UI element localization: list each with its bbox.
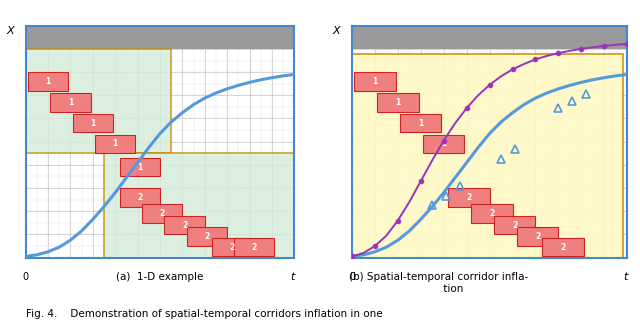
Bar	[471, 204, 513, 223]
Bar	[352, 53, 623, 258]
Bar	[494, 216, 536, 234]
Bar	[423, 135, 465, 153]
Text: 1: 1	[137, 163, 143, 172]
Text: 2: 2	[182, 221, 188, 230]
Bar	[187, 227, 227, 246]
Bar	[95, 135, 136, 153]
Bar	[542, 238, 584, 256]
Text: t: t	[623, 271, 627, 281]
Bar	[211, 238, 252, 256]
Text: 1: 1	[90, 118, 95, 128]
Bar	[26, 26, 294, 49]
Text: 2: 2	[204, 232, 210, 241]
Bar	[377, 93, 419, 111]
Text: 2: 2	[535, 232, 540, 241]
Bar	[72, 114, 113, 132]
Bar	[400, 114, 442, 132]
Text: 1: 1	[372, 77, 378, 86]
Text: 2: 2	[489, 209, 495, 218]
Text: 2: 2	[467, 193, 472, 202]
Bar	[120, 188, 160, 207]
Text: X: X	[333, 26, 340, 36]
Bar	[142, 204, 182, 223]
Bar	[104, 153, 294, 258]
Text: 1: 1	[441, 139, 446, 148]
Bar	[355, 72, 396, 91]
Bar	[120, 158, 160, 176]
Text: (b) Spatial-temporal corridor infla-
         tion: (b) Spatial-temporal corridor infla- tio…	[349, 272, 528, 294]
Text: 1: 1	[396, 98, 401, 107]
Bar	[50, 93, 91, 111]
Text: Fig. 4.    Demonstration of spatial-temporal corridors inflation in one: Fig. 4. Demonstration of spatial-tempora…	[26, 309, 382, 319]
Bar	[234, 238, 274, 256]
Text: X: X	[7, 26, 15, 36]
Text: 2: 2	[159, 209, 165, 218]
Text: 1: 1	[418, 118, 424, 128]
Bar	[517, 227, 558, 246]
Bar	[26, 49, 171, 153]
Text: 1: 1	[68, 98, 73, 107]
Text: 2: 2	[561, 243, 566, 252]
Text: 0: 0	[349, 271, 355, 281]
Bar	[28, 72, 68, 91]
Bar	[164, 216, 205, 234]
Bar	[449, 188, 490, 207]
Text: t: t	[290, 271, 294, 281]
Text: 1: 1	[113, 139, 118, 148]
Text: 2: 2	[229, 243, 234, 252]
Bar	[352, 26, 627, 49]
Text: 0: 0	[22, 271, 29, 281]
Text: 2: 2	[512, 221, 518, 230]
Text: 1: 1	[45, 77, 51, 86]
Text: 2: 2	[252, 243, 257, 252]
Text: (a)  1-D example: (a) 1-D example	[116, 272, 204, 282]
Text: 2: 2	[137, 193, 143, 202]
